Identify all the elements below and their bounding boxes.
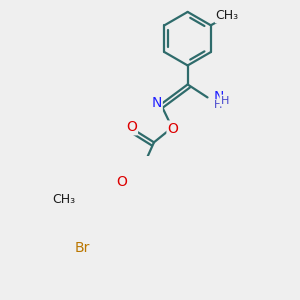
Text: N: N [152, 97, 162, 110]
Text: Br: Br [75, 241, 90, 255]
Text: O: O [126, 120, 137, 134]
Text: O: O [116, 175, 127, 189]
Text: CH₃: CH₃ [52, 193, 76, 206]
Text: H: H [220, 95, 229, 106]
Text: N: N [214, 90, 224, 104]
Text: O: O [167, 122, 178, 136]
Text: H: H [214, 100, 222, 110]
Text: CH₃: CH₃ [216, 9, 239, 22]
